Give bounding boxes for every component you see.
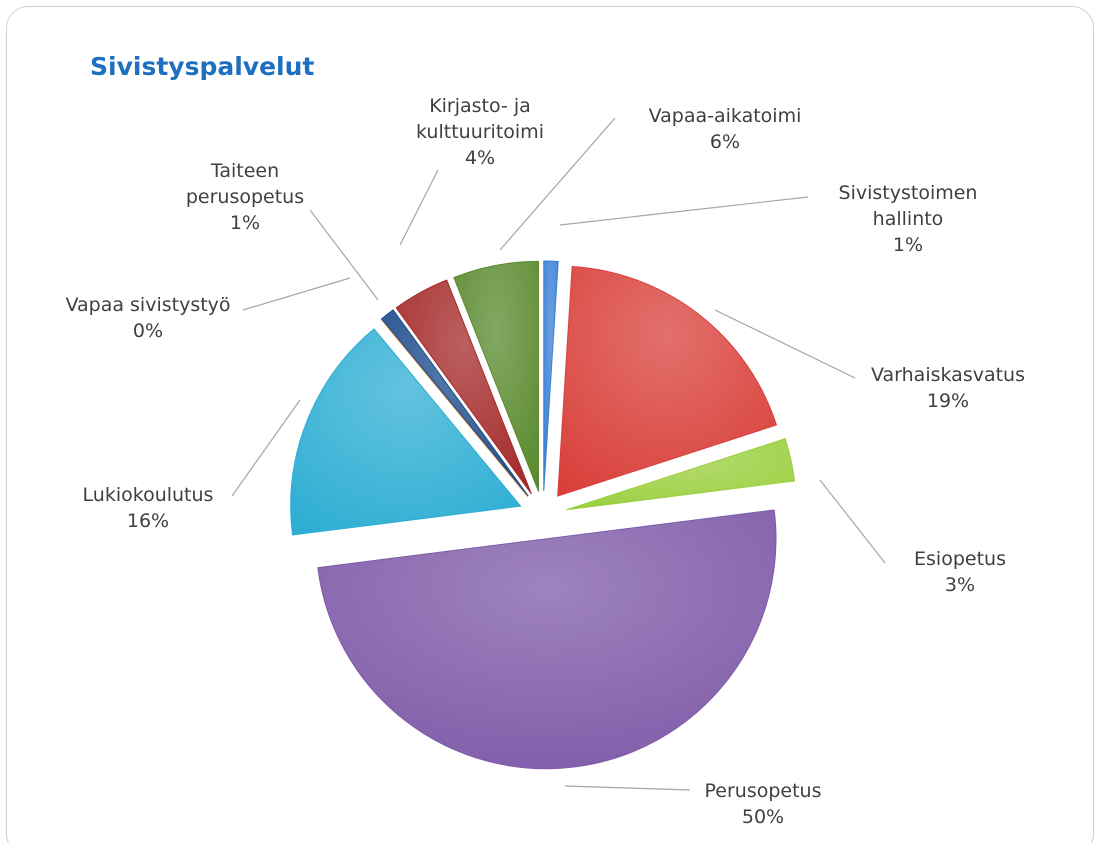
pie-slice (317, 509, 777, 769)
pie-slice (566, 438, 796, 511)
value-label: 0% (132, 320, 164, 342)
category-label: Esiopetus (914, 548, 1006, 570)
category-label: Lukiokoulutus (82, 484, 214, 506)
value-label: 19% (926, 390, 970, 412)
value-label: 50% (741, 806, 785, 828)
data-label: Varhaiskasvatus 19% (848, 362, 1048, 414)
value-label: 4% (464, 147, 496, 169)
leader-line (564, 785, 691, 791)
chart-title: Sivistyspalvelut (90, 52, 315, 81)
data-label: Taiteen perusopetus 1% (170, 158, 320, 236)
pie-slice (453, 260, 540, 492)
value-label: 16% (126, 510, 170, 532)
chart-frame (6, 6, 1094, 843)
category-label: Vapaa sivistystyö (65, 294, 231, 316)
data-label: Vapaa sivistystyö 0% (28, 292, 268, 344)
pie-slice (395, 279, 532, 495)
pie-slice (380, 309, 529, 497)
leader-line (499, 117, 616, 251)
value-label: 6% (709, 131, 741, 153)
data-label: Esiopetus 3% (880, 546, 1040, 598)
category-label: Kirjasto- ja kulttuuritoimi (416, 95, 544, 143)
data-label: Sivistystoimen hallinto 1% (823, 180, 993, 258)
leader-line (399, 169, 439, 246)
pie-slice (543, 260, 559, 492)
category-label: Varhaiskasvatus (871, 364, 1025, 386)
category-label: Sivistystoimen hallinto (838, 182, 978, 230)
data-label: Vapaa-aikatoimi 6% (620, 103, 830, 155)
category-label: Vapaa-aikatoimi (648, 105, 802, 127)
data-label: Perusopetus 50% (663, 778, 863, 830)
data-label: Kirjasto- ja kulttuuritoimi 4% (395, 93, 565, 171)
pie-slice (380, 318, 529, 497)
leader-line (242, 277, 351, 311)
value-label: 1% (229, 212, 261, 234)
leader-line (819, 479, 886, 564)
leader-line (559, 196, 809, 226)
value-label: 1% (892, 234, 924, 256)
leader-line (309, 209, 379, 301)
pie-slice (290, 328, 522, 536)
value-label: 3% (944, 574, 976, 596)
category-label: Perusopetus (704, 780, 822, 802)
data-label: Lukiokoulutus 16% (48, 482, 248, 534)
leader-line (714, 309, 856, 379)
category-label: Taiteen perusopetus (185, 160, 305, 208)
pie-slice (557, 265, 778, 497)
leader-line (231, 399, 301, 497)
